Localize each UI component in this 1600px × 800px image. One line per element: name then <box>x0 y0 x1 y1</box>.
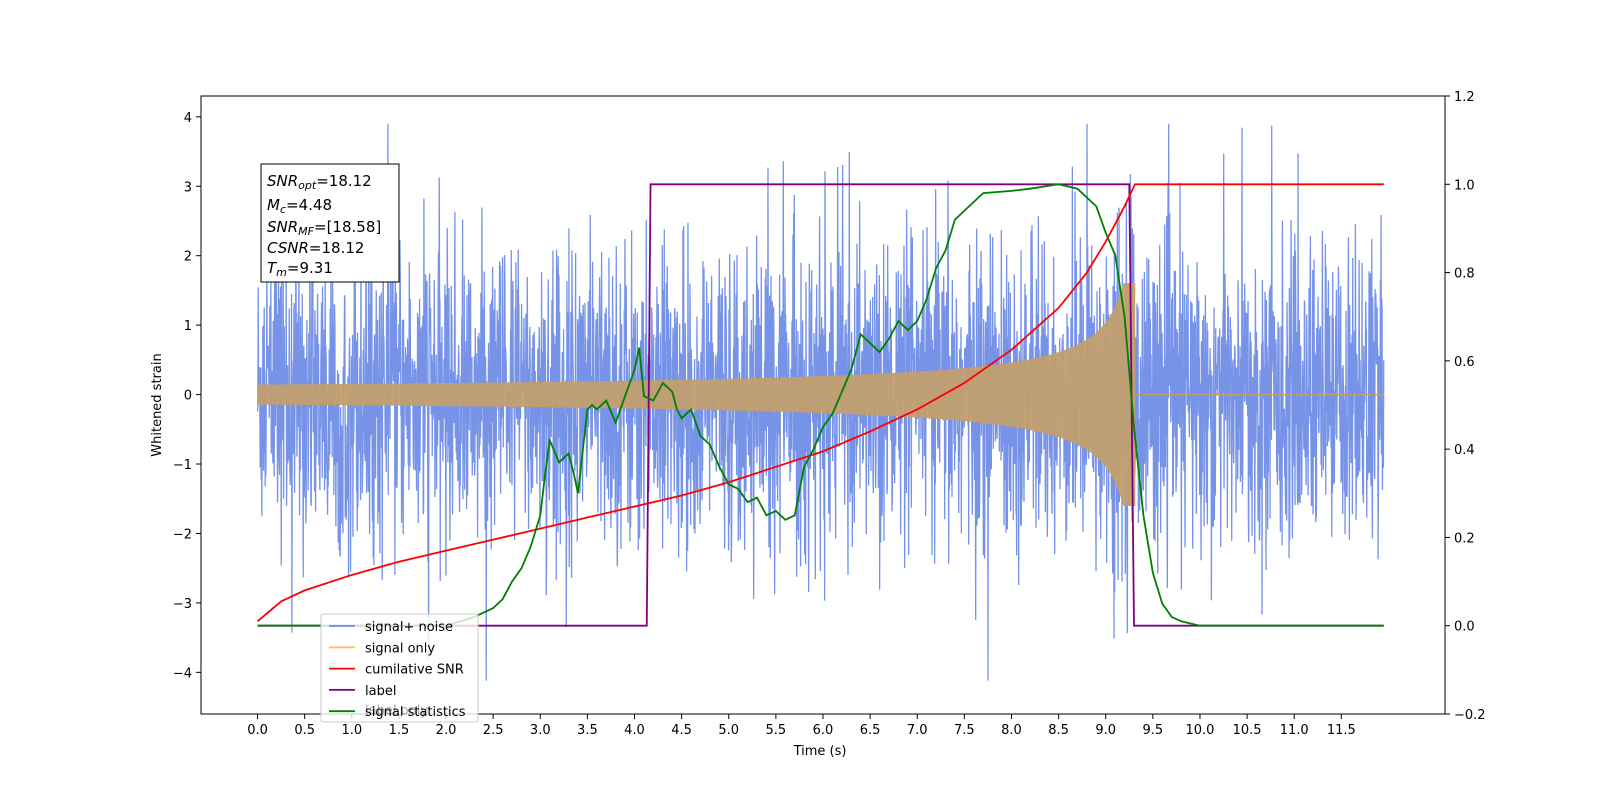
x-tick-label: 7.5 <box>954 723 975 738</box>
x-tick-label: 5.5 <box>766 723 787 738</box>
annotation-csnr: CSNR=18.12 <box>267 239 364 257</box>
x-tick-label: 9.0 <box>1095 723 1116 738</box>
legend-entry: signal+ noise <box>365 620 453 635</box>
y-axis-label: Whitened strain <box>150 353 165 456</box>
y-tick-label: 1 <box>184 319 192 334</box>
annotation-mc: Mc=4.48 <box>267 196 332 216</box>
legend-entry: cumilative SNR <box>365 663 464 678</box>
x-axis-label: Time (s) <box>793 744 847 759</box>
x-tick-label: 9.5 <box>1143 723 1164 738</box>
x-tick-label: 11.0 <box>1280 723 1309 738</box>
x-tick-label: 0.5 <box>294 723 315 738</box>
x-tick-label: 3.0 <box>530 723 551 738</box>
x-tick-label: 10.5 <box>1233 723 1262 738</box>
x-tick-label: 7.0 <box>907 723 928 738</box>
y-tick-label: −4 <box>173 666 192 681</box>
y2-tick-label: 1.0 <box>1454 178 1475 193</box>
y-tick-label: −3 <box>173 597 192 612</box>
x-tick-label: 4.0 <box>624 723 645 738</box>
x-tick-label: 5.0 <box>718 723 739 738</box>
signal-statistics-series <box>257 183 1384 627</box>
legend-entry: label <box>365 684 396 699</box>
x-tick-label: 6.5 <box>860 723 881 738</box>
x-tick-label: 0.0 <box>247 723 268 738</box>
annotation-snr-opt: SNRopt=18.12 <box>267 172 372 192</box>
y2-tick-label: 1.2 <box>1454 90 1475 105</box>
y-tick-label: 4 <box>184 111 192 126</box>
x-tick-label: 1.5 <box>389 723 410 738</box>
y2-tick-label: −0.2 <box>1454 708 1486 723</box>
y2-tick-label: 0.0 <box>1454 620 1475 635</box>
label-series <box>257 183 1384 627</box>
cumulative-snr-series <box>256 183 1384 622</box>
y-tick-label: −1 <box>173 458 192 473</box>
y-tick-label: −2 <box>173 527 192 542</box>
y-tick-label: 3 <box>184 180 192 195</box>
y2-tick-label: 0.2 <box>1454 531 1475 546</box>
annotation-tm: Tm=9.31 <box>267 259 333 279</box>
x-tick-label: 1.0 <box>341 723 362 738</box>
x-tick-label: 8.5 <box>1048 723 1069 738</box>
x-tick-label: 11.5 <box>1327 723 1356 738</box>
x-tick-label: 6.0 <box>813 723 834 738</box>
x-tick-label: 4.5 <box>671 723 692 738</box>
annotation-box: SNRopt=18.12 Mc=4.48 SNRMF=[18.58] CSNR=… <box>260 163 400 283</box>
signal-only-series <box>257 283 1136 506</box>
legend: signal+ noise signal only cumilative SNR la… <box>320 613 479 723</box>
x-tick-label: 3.5 <box>577 723 598 738</box>
x-tick-label: 2.5 <box>483 723 504 738</box>
legend-label-only: label only <box>365 703 428 718</box>
y-tick-label: 0 <box>184 389 192 404</box>
x-tick-label: 10.0 <box>1185 723 1214 738</box>
y2-tick-label: 0.4 <box>1454 443 1475 458</box>
legend-entry: signal statistics <box>365 705 466 720</box>
y2-tick-label: 0.6 <box>1454 355 1475 370</box>
plot-area <box>256 123 1385 681</box>
legend-entry: signal only <box>365 641 435 656</box>
x-tick-label: 8.0 <box>1001 723 1022 738</box>
x-tick-label: 2.0 <box>436 723 457 738</box>
y-tick-label: 2 <box>184 250 192 265</box>
y2-tick-label: 0.8 <box>1454 267 1475 282</box>
annotation-snr-mf: SNRMF=[18.58] <box>267 218 381 238</box>
